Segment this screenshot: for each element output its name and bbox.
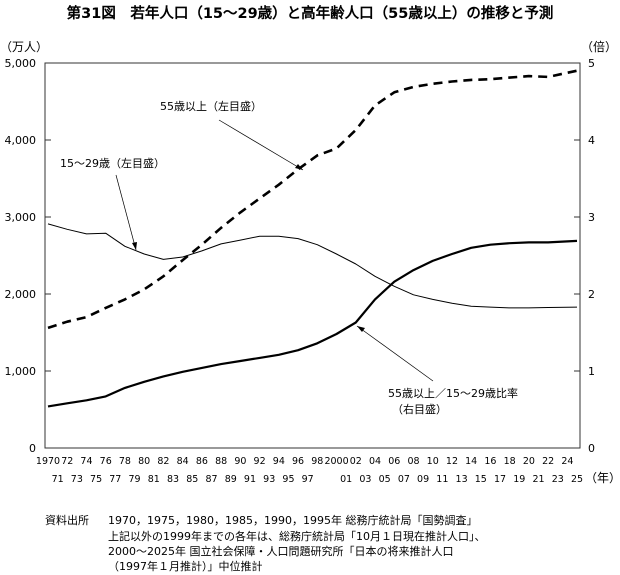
y-right-tick-label: 0 — [588, 442, 595, 455]
x-tick-label: 01 — [340, 474, 352, 485]
y-left-tick-label: 0 — [29, 442, 36, 455]
source-line: 上記以外の1999年までの各年は、総務庁統計局「10月１日現在推計人口」、 — [108, 529, 486, 545]
x-tick-label: 08 — [407, 456, 419, 467]
annotation-youth-arrow — [116, 175, 136, 250]
x-tick-label: 82 — [157, 456, 169, 467]
x-tick-label: 09 — [417, 474, 429, 485]
left-axis-label: （万人） — [0, 40, 48, 54]
x-tick-label: 98 — [311, 456, 323, 467]
y-left-tick-label: 5,000 — [5, 57, 37, 70]
x-tick-label: 73 — [71, 474, 83, 485]
x-tick-label: 90 — [234, 456, 246, 467]
x-tick-label: 20 — [523, 456, 535, 467]
y-left-tick-label: 3,000 — [5, 211, 37, 224]
x-tick-label: 76 — [100, 456, 112, 467]
x-tick-label: 92 — [254, 456, 266, 467]
x-tick-label: 19 — [513, 474, 525, 485]
x-tick-label: 88 — [215, 456, 227, 467]
y-left-tick-label: 1,000 — [5, 365, 37, 378]
x-tick-label: 05 — [379, 474, 391, 485]
x-tick-label: 1970 — [36, 456, 60, 467]
arrowhead — [132, 242, 137, 250]
x-tick-label: 07 — [398, 474, 410, 485]
chart-title: 第31図 若年人口（15～29歳）と高年齢人口（55歳以上）の推移と予測 — [67, 4, 554, 22]
right-axis-label: （倍） — [581, 39, 617, 54]
x-tick-label: 79 — [129, 474, 141, 485]
annotation-elderly: 55歳以上（左目盛） — [160, 99, 262, 113]
x-tick-label: 25 — [571, 474, 583, 485]
annotation-ratio-1: 55歳以上／15～29歳比率 — [388, 386, 518, 400]
source-label: 資料出所 — [45, 513, 89, 529]
annotation-ratio-arrow — [357, 326, 433, 381]
x-tick-label: 06 — [388, 456, 400, 467]
x-tick-label: 77 — [109, 474, 121, 485]
x-tick-label: 97 — [302, 474, 314, 485]
x-tick-label: 18 — [504, 456, 516, 467]
x-tick-label: 12 — [446, 456, 458, 467]
x-tick-label: 83 — [167, 474, 179, 485]
y-left-tick-label: 4,000 — [5, 134, 37, 147]
x-tick-label: 87 — [205, 474, 217, 485]
series-line-1 — [48, 224, 577, 308]
x-tick-label: 75 — [90, 474, 102, 485]
x-tick-label: 86 — [196, 456, 208, 467]
y-right-tick-label: 2 — [588, 288, 595, 301]
x-tick-label: 14 — [465, 456, 477, 467]
y-right-tick-label: 3 — [588, 211, 595, 224]
x-tick-label: 80 — [138, 456, 150, 467]
x-tick-label: 22 — [542, 456, 554, 467]
x-tick-label: 15 — [475, 474, 487, 485]
annotation-ratio-2: （右目盛） — [392, 402, 447, 416]
x-tick-label: 04 — [369, 456, 381, 467]
source-line: 1970，1975，1980，1985，1990，1995年 総務庁統計局「国勢… — [108, 513, 477, 529]
series-line-3 — [48, 241, 577, 407]
y-left-tick-label: 2,000 — [5, 288, 37, 301]
x-tick-label: 21 — [532, 474, 544, 485]
x-tick-label: 78 — [119, 456, 131, 467]
x-tick-label: 71 — [52, 474, 64, 485]
x-tick-label: 91 — [244, 474, 256, 485]
x-tick-label: 02 — [350, 456, 362, 467]
x-tick-label: 23 — [552, 474, 564, 485]
x-tick-label: 81 — [148, 474, 160, 485]
x-tick-label: 17 — [494, 474, 506, 485]
x-tick-label: 13 — [456, 474, 468, 485]
x-tick-label: 89 — [225, 474, 237, 485]
source-line: （1997年１月推計）」中位推計 — [108, 559, 263, 575]
x-tick-label: 74 — [80, 456, 92, 467]
x-tick-label: 96 — [292, 456, 304, 467]
x-tick-label: 93 — [263, 474, 275, 485]
annotation-youth: 15～29歳（左目盛） — [60, 156, 165, 170]
x-tick-label: 11 — [436, 474, 448, 485]
source-line: 2000～2025年 国立社会保障・人口問題研究所「日本の将来推計人口 — [108, 544, 453, 560]
x-axis-label: （年） — [585, 471, 620, 485]
series-line-2 — [48, 71, 577, 328]
x-tick-label: 84 — [177, 456, 189, 467]
x-tick-label: 94 — [273, 456, 285, 467]
annotation-elderly-arrow — [219, 120, 303, 170]
y-right-tick-label: 4 — [588, 134, 595, 147]
x-tick-label: 95 — [282, 474, 294, 485]
x-tick-label: 03 — [359, 474, 371, 485]
x-tick-label: 72 — [61, 456, 73, 467]
x-tick-label: 85 — [186, 474, 198, 485]
y-right-tick-label: 5 — [588, 57, 595, 70]
x-tick-label: 16 — [484, 456, 496, 467]
x-tick-label: 24 — [561, 456, 573, 467]
x-tick-label: 10 — [427, 456, 439, 467]
y-right-tick-label: 1 — [588, 365, 595, 378]
x-tick-label: 2000 — [324, 456, 348, 467]
